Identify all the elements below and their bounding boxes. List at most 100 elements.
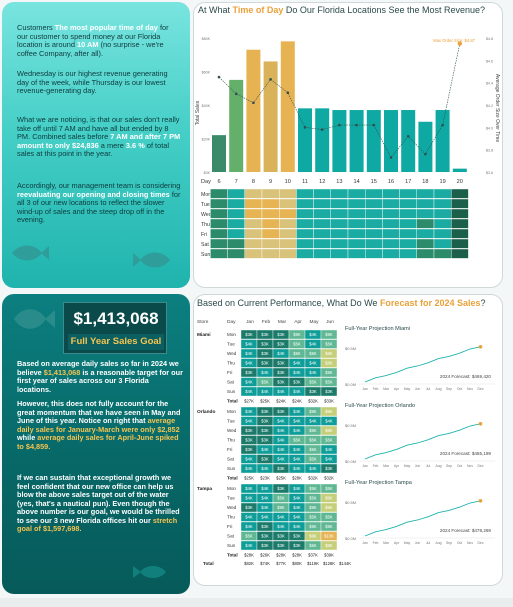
fish-icon xyxy=(133,566,166,578)
heatmap-cell xyxy=(416,208,435,219)
total-value: $27K xyxy=(244,399,254,404)
weekday-label: Sun xyxy=(201,252,210,258)
hour-label: 9 xyxy=(269,179,272,185)
matrix-cell-value: $4K xyxy=(245,351,253,356)
max-order-label: Max Order Size: $4.87 xyxy=(433,38,476,43)
matrix-cell-value: $3K xyxy=(261,419,269,424)
matrix-cell-value: $5K xyxy=(325,332,333,337)
y2-tick-label: $4.6 xyxy=(486,59,493,63)
matrix-cell-value: $5K xyxy=(309,438,317,443)
heatmap-cell xyxy=(227,208,245,219)
y2-tick-label: $3.8 xyxy=(486,149,493,153)
heatmap-cell xyxy=(278,208,297,219)
day-label: Mon xyxy=(227,486,236,491)
matrix-cell-value: $3K xyxy=(277,361,285,366)
day-label: Tue xyxy=(227,342,235,347)
matrix-cell-value: $4K xyxy=(325,419,333,424)
projection-end-point xyxy=(478,499,483,503)
matrix-cell-value: $4K xyxy=(293,505,301,510)
matrix-cell-value: $3K xyxy=(277,380,285,385)
heatmap-cell xyxy=(296,248,314,259)
total-value: $37K xyxy=(308,553,318,558)
heatmap-cell xyxy=(227,238,245,249)
x-axis-label: Day xyxy=(201,179,211,185)
avg-order-point xyxy=(286,91,290,95)
y2-tick-label: $4.4 xyxy=(486,82,493,86)
matrix-cell-value: $3K xyxy=(261,409,269,414)
heatmap-cell xyxy=(451,188,469,199)
matrix-cell-value: $5K xyxy=(325,515,333,520)
heatmap-cell xyxy=(227,198,245,209)
matrix-cell xyxy=(320,358,338,368)
month-label: Jan xyxy=(362,387,368,391)
matrix-cell-value: $4K xyxy=(293,361,301,366)
sales-bar xyxy=(366,110,381,172)
matrix-cell-value: $4K xyxy=(277,428,285,433)
matrix-cell-value: $3K xyxy=(261,361,269,366)
matrix-header: Feb xyxy=(262,319,271,325)
heatmap-cell xyxy=(451,238,469,249)
matrix-cell-value: $5K xyxy=(309,447,317,452)
heatmap-cell xyxy=(313,198,331,209)
matrix-cell-value: $4K xyxy=(277,351,285,356)
heatmap-cell xyxy=(382,228,400,239)
heatmap-cell xyxy=(364,208,383,219)
insight-paragraph-6: However, this does not fully account for… xyxy=(17,399,181,451)
matrix-cell xyxy=(320,406,338,417)
heatmap-cell xyxy=(451,198,469,209)
matrix-cell xyxy=(320,377,338,387)
hour-label: 18 xyxy=(422,179,428,185)
month-label: Apr xyxy=(394,464,400,468)
heatmap-cell xyxy=(416,238,435,249)
matrix-cell-value: $4K xyxy=(245,419,253,424)
store-name: Miami xyxy=(197,332,211,338)
month-label: Sep xyxy=(446,541,452,545)
total-value: $28K xyxy=(292,553,302,558)
matrix-cell-value: $4K xyxy=(245,486,253,491)
heatmap-cell xyxy=(364,238,383,249)
matrix-cell xyxy=(320,454,338,464)
matrix-cell xyxy=(320,416,338,426)
matrix-cell-value: $5K xyxy=(293,438,301,443)
insight-paragraph-3: What we are noticing, is that our sales … xyxy=(17,115,181,159)
matrix-cell-value: $6K xyxy=(325,409,333,414)
heatmap-cell xyxy=(313,228,331,239)
heatmap-cell xyxy=(416,198,435,209)
matrix-cell-value: $3K xyxy=(245,332,253,337)
matrix-cell-value: $5K xyxy=(309,409,317,414)
matrix-cell-value: $3K xyxy=(261,351,269,356)
month-label: Feb xyxy=(373,464,379,468)
heatmap-cell xyxy=(313,248,331,259)
total-value: $28K xyxy=(244,553,254,558)
matrix-cell-value: $6K xyxy=(309,534,317,539)
total-value: $25K xyxy=(276,476,286,481)
projection-y-tick: $0.0M xyxy=(345,536,356,541)
heatmap-cell xyxy=(330,188,349,199)
day-label: Fri xyxy=(227,447,232,452)
matrix-cell-value: $4K xyxy=(309,370,317,375)
heatmap-cell xyxy=(296,198,314,209)
matrix-cell-value: $3K xyxy=(245,428,253,433)
heatmap-cell xyxy=(347,228,366,239)
matrix-cell-value: $4K xyxy=(293,515,301,520)
hour-label: 13 xyxy=(336,179,342,185)
store-name: Tampa xyxy=(197,486,212,492)
y2-tick-label: $4.2 xyxy=(486,104,493,108)
matrix-cell xyxy=(320,463,338,474)
month-label: Dec xyxy=(477,464,483,468)
insight-paragraph-4: Accordingly, our management team is cons… xyxy=(17,181,181,225)
heatmap-cell xyxy=(210,218,228,229)
heatmap-cell xyxy=(244,218,263,229)
heatmap-cell xyxy=(210,208,228,219)
matrix-cell-value: $3K xyxy=(277,486,285,491)
projection-y-tick: $0.0M xyxy=(345,382,356,387)
matrix-cell-value: $4K xyxy=(245,457,253,462)
matrix-cell-value: $4K xyxy=(261,447,269,452)
matrix-cell-value: $5K xyxy=(309,496,317,501)
month-label: Apr xyxy=(394,541,400,545)
matrix-cell-value: $5K xyxy=(293,332,301,337)
y2-tick-label: $4.8 xyxy=(486,37,493,41)
month-label: Aug xyxy=(435,387,441,391)
matrix-cell-value: $5K xyxy=(325,438,333,443)
matrix-cell-value: $5K xyxy=(309,380,317,385)
